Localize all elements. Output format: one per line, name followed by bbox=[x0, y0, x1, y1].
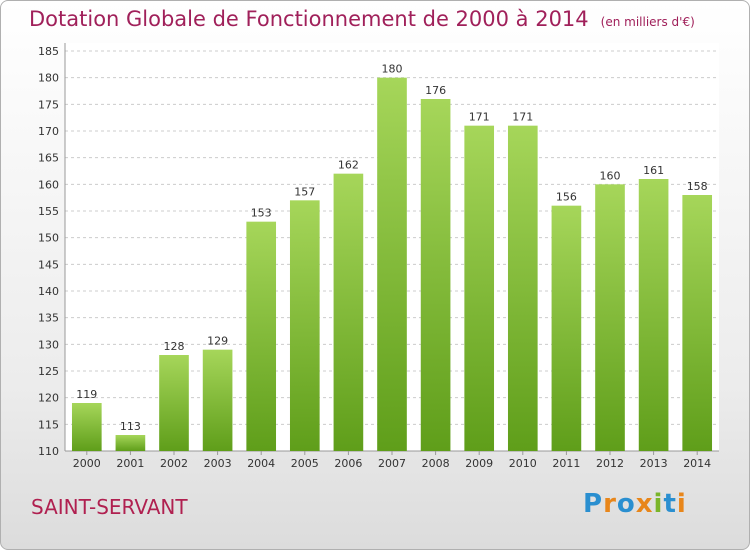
chart-title: Dotation Globale de Fonctionnement de 20… bbox=[29, 7, 695, 31]
x-tick-label: 2007 bbox=[378, 457, 406, 470]
data-label: 162 bbox=[338, 159, 359, 172]
y-tick-label: 120 bbox=[38, 392, 59, 405]
bar bbox=[115, 435, 146, 451]
x-tick-label: 2012 bbox=[596, 457, 624, 470]
bar bbox=[638, 179, 669, 451]
bar bbox=[377, 77, 407, 452]
y-tick-label: 145 bbox=[38, 258, 59, 271]
y-tick-label: 135 bbox=[38, 312, 59, 325]
data-label: 157 bbox=[294, 185, 315, 198]
data-label: 113 bbox=[120, 420, 141, 433]
bar bbox=[333, 173, 364, 451]
logo-letter: t bbox=[663, 489, 677, 519]
bar bbox=[464, 125, 495, 452]
x-tick-label: 2011 bbox=[552, 457, 580, 470]
y-tick-label: 110 bbox=[38, 445, 59, 458]
bar bbox=[595, 184, 625, 452]
bar bbox=[159, 355, 189, 451]
x-tick-label: 2005 bbox=[291, 457, 319, 470]
x-tick-label: 2002 bbox=[160, 457, 188, 470]
x-tick-label: 2003 bbox=[204, 457, 232, 470]
x-tick-label: 2001 bbox=[116, 457, 144, 470]
data-label: 176 bbox=[425, 84, 446, 97]
place-name: SAINT-SERVANT bbox=[31, 495, 188, 519]
x-tick-label: 2010 bbox=[509, 457, 537, 470]
logo-letter: i bbox=[653, 489, 664, 519]
bar bbox=[202, 349, 233, 451]
bar bbox=[420, 99, 451, 451]
x-tick-label: 2004 bbox=[247, 457, 275, 470]
title-text: Dotation Globale de Fonctionnement de 20… bbox=[29, 7, 589, 31]
x-tick-label: 2008 bbox=[422, 457, 450, 470]
data-label: 128 bbox=[164, 340, 185, 353]
logo-letter: o bbox=[616, 489, 636, 519]
x-tick-label: 2013 bbox=[640, 457, 668, 470]
proxiti-logo: Proxiti bbox=[583, 489, 687, 519]
x-tick-label: 2014 bbox=[683, 457, 711, 470]
unit-note: (en milliers d'€) bbox=[600, 15, 695, 29]
data-label: 160 bbox=[600, 169, 621, 182]
data-label: 171 bbox=[512, 111, 533, 124]
bar bbox=[551, 205, 582, 451]
y-tick-label: 150 bbox=[38, 232, 59, 245]
y-tick-label: 115 bbox=[38, 418, 59, 431]
data-label: 171 bbox=[469, 111, 490, 124]
y-tick-label: 130 bbox=[38, 338, 59, 351]
y-tick-label: 175 bbox=[38, 98, 59, 111]
y-tick-label: 140 bbox=[38, 285, 59, 298]
bar bbox=[246, 221, 277, 451]
bar bbox=[682, 195, 713, 451]
y-tick-label: 125 bbox=[38, 365, 59, 378]
data-label: 158 bbox=[687, 180, 708, 193]
data-label: 180 bbox=[382, 63, 403, 76]
logo-letter: i bbox=[676, 489, 687, 519]
x-tick-label: 2009 bbox=[465, 457, 493, 470]
y-tick-label: 180 bbox=[38, 72, 59, 85]
data-label: 156 bbox=[556, 191, 577, 204]
y-tick-label: 160 bbox=[38, 178, 59, 191]
y-tick-label: 170 bbox=[38, 125, 59, 138]
data-label: 153 bbox=[251, 207, 272, 220]
y-tick-label: 165 bbox=[38, 152, 59, 165]
logo-letter: x bbox=[635, 489, 654, 519]
x-tick-label: 2000 bbox=[73, 457, 101, 470]
bar bbox=[507, 125, 538, 452]
data-label: 129 bbox=[207, 335, 228, 348]
logo-letter: r bbox=[603, 489, 617, 519]
data-label: 161 bbox=[643, 164, 664, 177]
data-label: 119 bbox=[76, 388, 97, 401]
logo-letter: P bbox=[583, 489, 604, 519]
x-tick-label: 2006 bbox=[334, 457, 362, 470]
bar bbox=[289, 200, 320, 451]
bar bbox=[71, 403, 102, 451]
y-tick-label: 155 bbox=[38, 205, 59, 218]
y-tick-label: 185 bbox=[38, 45, 59, 58]
